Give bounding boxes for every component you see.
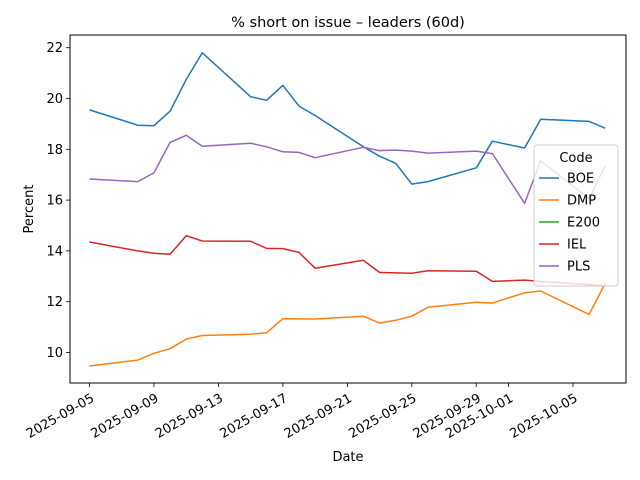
x-axis-label: Date — [332, 450, 363, 465]
series-line-pls — [89, 134, 606, 205]
legend: Code BOE DMP E200 IEL PLS — [533, 144, 619, 287]
y-tick-label: 14 — [46, 244, 63, 259]
legend-box — [533, 144, 619, 287]
y-tick-label: 12 — [46, 295, 63, 310]
y-axis: 10 12 14 16 18 20 22 — [46, 41, 70, 361]
series-line-iel — [89, 234, 606, 287]
y-tick-label: 22 — [46, 41, 63, 56]
x-axis: 2025-09-052025-09-092025-09-132025-09-17… — [24, 383, 580, 442]
legend-label-pls: PLS — [567, 260, 590, 275]
x-tick-label: 2025-09-13 — [153, 391, 226, 442]
plot-background — [70, 35, 626, 383]
y-tick-label: 10 — [46, 346, 63, 361]
y-tick-label: 16 — [46, 194, 63, 209]
legend-label-e200: E200 — [567, 216, 600, 231]
legend-label-dmp: DMP — [567, 194, 596, 209]
x-tick-label: 2025-09-09 — [89, 391, 162, 442]
y-tick-label: 18 — [46, 143, 63, 158]
legend-title: Code — [559, 151, 592, 166]
plot-frame — [69, 34, 627, 384]
x-tick-label: 2025-09-17 — [217, 391, 290, 442]
chart-title: % short on issue – leaders (60d) — [231, 15, 465, 31]
x-tick-label: 2025-09-25 — [346, 391, 419, 442]
series-line-dmp — [89, 283, 606, 367]
y-axis-label: Percent — [22, 185, 37, 234]
x-tick-label: 2025-09-05 — [24, 391, 97, 442]
series-line-boe — [89, 52, 606, 185]
y-tick-label: 20 — [46, 92, 63, 107]
x-tick-label: 2025-09-21 — [282, 391, 355, 442]
legend-label-boe: BOE — [567, 172, 594, 187]
legend-label-iel: IEL — [567, 238, 587, 253]
x-tick-label: 2025-10-05 — [508, 391, 581, 442]
series-layer — [89, 52, 606, 367]
